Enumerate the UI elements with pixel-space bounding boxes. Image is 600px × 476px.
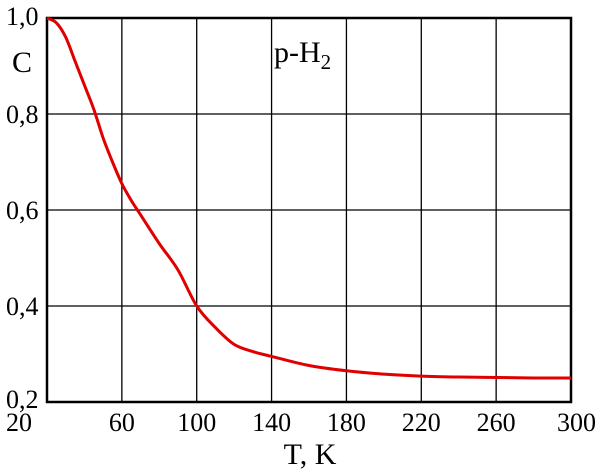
x-tick-label-0: 20 (6, 408, 32, 437)
annotation-prefix: p-H (274, 36, 321, 69)
y-tick-label-0: 0,2 (6, 385, 39, 414)
tick-labels: 20 60 100 140 180 220 260 300 0,2 0,4 0,6 0,8 1,0 (6, 2, 596, 437)
y-tick-label-1: 0,4 (6, 292, 39, 321)
x-tick-label-1: 60 (109, 408, 135, 437)
x-tick-label-7: 300 (557, 408, 596, 437)
x-tick-label-6: 260 (477, 408, 516, 437)
x-axis-label: T, K (284, 438, 337, 471)
x-tick-label-2: 100 (177, 408, 216, 437)
series-annotation: p-H2 (274, 36, 331, 74)
y-tick-label-4: 1,0 (6, 2, 39, 31)
series-line-para-hydrogen (46, 16, 572, 380)
y-axis-label: C (12, 46, 32, 79)
x-tick-label-5: 220 (402, 408, 441, 437)
y-tick-label-2: 0,6 (6, 196, 39, 225)
x-tick-label-3: 140 (252, 408, 291, 437)
annotation-subscript: 2 (321, 50, 332, 74)
x-tick-label-4: 180 (327, 408, 366, 437)
plot-frame (45, 16, 573, 404)
y-tick-label-3: 0,8 (6, 100, 39, 129)
grid-lines (47, 18, 571, 402)
